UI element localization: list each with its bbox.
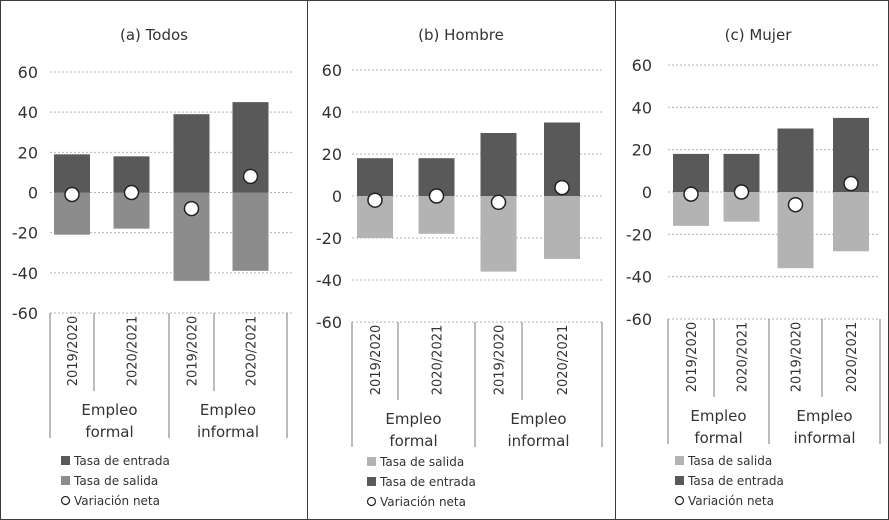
- y-tick-label: 40: [322, 103, 342, 122]
- bar-tasa-de-entrada: [673, 153, 709, 192]
- y-tick-label: 0: [642, 183, 652, 202]
- legend-marker: [674, 495, 685, 506]
- x-category-label: 2020/2021: [845, 322, 860, 393]
- y-tick-label: 0: [28, 184, 38, 203]
- y-tick-label: -20: [316, 229, 342, 248]
- net-variation-marker: [683, 186, 699, 202]
- legend-label: Tasa de salida: [73, 474, 158, 488]
- y-tick-label: -60: [626, 310, 652, 329]
- group-label: Empleo: [81, 401, 137, 419]
- y-tick-label: -60: [316, 313, 342, 332]
- x-category-label: 2019/2020: [66, 316, 81, 387]
- y-tick-label: 60: [632, 56, 652, 75]
- y-tick-label: 40: [18, 103, 38, 122]
- y-tick-label: 20: [18, 143, 38, 162]
- x-category-label: 2020/2021: [556, 325, 571, 396]
- net-variation-marker: [428, 188, 445, 204]
- legend-label: Tasa de salida: [687, 454, 772, 468]
- chart-title: (b) Hombre: [418, 26, 504, 44]
- bar-tasa-de-entrada: [54, 154, 90, 193]
- y-tick-label: -60: [12, 304, 38, 323]
- net-variation-marker: [787, 196, 804, 213]
- group-label: Empleo: [200, 401, 256, 419]
- x-category-label: 2019/2020: [369, 325, 384, 396]
- legend-marker: [366, 496, 377, 507]
- net-variation-marker: [64, 186, 80, 203]
- legend-label: Variación neta: [688, 494, 774, 508]
- net-variation-marker: [733, 184, 750, 200]
- x-category-label: 2019/2020: [790, 322, 805, 393]
- legend-swatch: [367, 457, 376, 466]
- group-label: Empleo: [385, 410, 441, 428]
- y-tick-label: 20: [632, 141, 652, 160]
- net-variation-marker: [123, 184, 140, 201]
- net-variation-marker: [183, 200, 200, 217]
- group-label: formal: [85, 423, 133, 441]
- legend-label: Variación neta: [380, 495, 466, 509]
- x-category-label: 2019/2020: [186, 316, 201, 387]
- y-tick-label: 60: [322, 61, 342, 80]
- bar-tasa-de-entrada: [777, 128, 814, 192]
- y-tick-label: 60: [18, 63, 38, 82]
- group-label: informal: [197, 423, 259, 441]
- bar-tasa-de-entrada: [357, 158, 393, 196]
- x-category-label: 2019/2020: [685, 322, 700, 393]
- chart-title: (a) Todos: [120, 26, 188, 44]
- y-tick-label: -40: [12, 264, 38, 283]
- y-tick-label: 20: [322, 145, 342, 164]
- legend-label: Variación neta: [74, 494, 160, 508]
- group-label: Empleo: [796, 407, 852, 425]
- legend-label: Tasa de entrada: [687, 474, 784, 488]
- group-label: formal: [389, 432, 437, 450]
- bar-tasa-de-entrada: [173, 114, 210, 193]
- group-label: informal: [507, 432, 569, 450]
- y-tick-label: 40: [632, 98, 652, 117]
- y-tick-label: -20: [12, 224, 38, 243]
- net-variation-marker: [242, 168, 259, 185]
- x-category-label: 2020/2021: [736, 322, 751, 393]
- y-tick-label: -40: [626, 268, 652, 287]
- legend-swatch: [675, 456, 684, 465]
- bar-tasa-de-salida: [544, 196, 580, 259]
- legend-swatch: [675, 476, 684, 485]
- legend-swatch: [367, 477, 376, 486]
- bar-tasa-de-entrada: [480, 133, 517, 196]
- group-label: Empleo: [510, 410, 566, 428]
- x-category-label: 2020/2021: [126, 316, 141, 387]
- legend-label: Tasa de entrada: [379, 475, 476, 489]
- y-tick-label: 0: [332, 187, 342, 206]
- y-tick-label: -40: [316, 271, 342, 290]
- net-variation-marker: [490, 194, 507, 211]
- net-variation-marker: [843, 175, 859, 192]
- x-category-label: 2019/2020: [493, 325, 508, 396]
- y-tick-label: -20: [626, 225, 652, 244]
- chart-title: (c) Mujer: [725, 26, 793, 44]
- bar-tasa-de-salida: [833, 192, 869, 252]
- legend-label: Tasa de entrada: [73, 454, 170, 468]
- net-variation-marker: [367, 192, 383, 208]
- bar-tasa-de-salida: [232, 192, 269, 271]
- legend-swatch: [61, 476, 70, 485]
- x-category-label: 2020/2021: [245, 316, 260, 387]
- group-label: Empleo: [690, 407, 746, 425]
- net-variation-marker: [554, 179, 570, 196]
- legend-marker: [60, 495, 71, 506]
- group-label: formal: [694, 429, 742, 447]
- legend-swatch: [61, 456, 70, 465]
- x-category-label: 2020/2021: [431, 325, 446, 396]
- group-label: informal: [793, 429, 855, 447]
- legend-label: Tasa de salida: [379, 455, 464, 469]
